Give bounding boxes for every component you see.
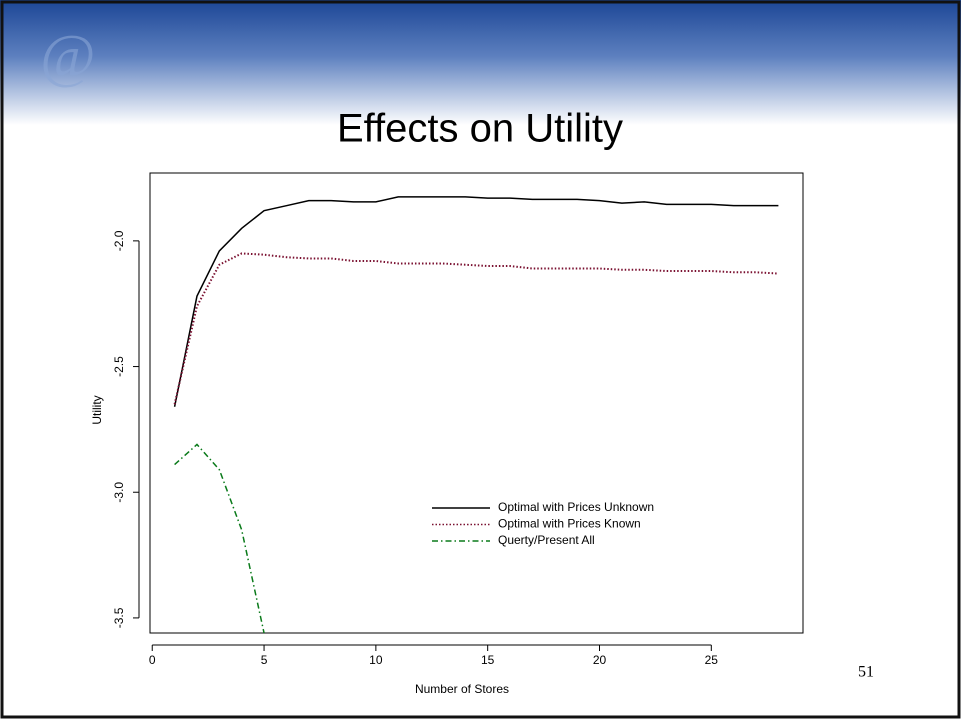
legend-label: Optimal with Prices Known	[498, 517, 641, 531]
slide-number: 51	[858, 664, 874, 681]
legend-label: Optimal with Prices Unknown	[498, 500, 654, 514]
y-tick-label: -3.5	[112, 607, 126, 628]
x-tick-label: 25	[705, 653, 719, 667]
header-band	[0, 0, 961, 125]
x-tick-label: 0	[149, 653, 156, 667]
x-tick-label: 10	[369, 653, 383, 667]
x-tick-label: 15	[481, 653, 495, 667]
x-axis-label: Number of Stores	[415, 682, 509, 696]
header-decoration: @	[40, 23, 95, 89]
y-tick-label: -3.0	[112, 482, 126, 503]
chart-title: Effects on Utility	[337, 107, 623, 151]
series-line	[173, 196, 779, 407]
y-axis-label: Utility	[90, 395, 104, 424]
plot-frame	[149, 172, 804, 634]
y-tick-label: -2.0	[112, 230, 126, 251]
x-tick-label: 20	[593, 653, 607, 667]
x-tick-label: 5	[261, 653, 268, 667]
series-line	[173, 252, 779, 405]
legend-label: Querty/Present All	[498, 533, 595, 547]
series-line	[174, 443, 265, 634]
y-tick-label: -2.5	[112, 356, 126, 377]
